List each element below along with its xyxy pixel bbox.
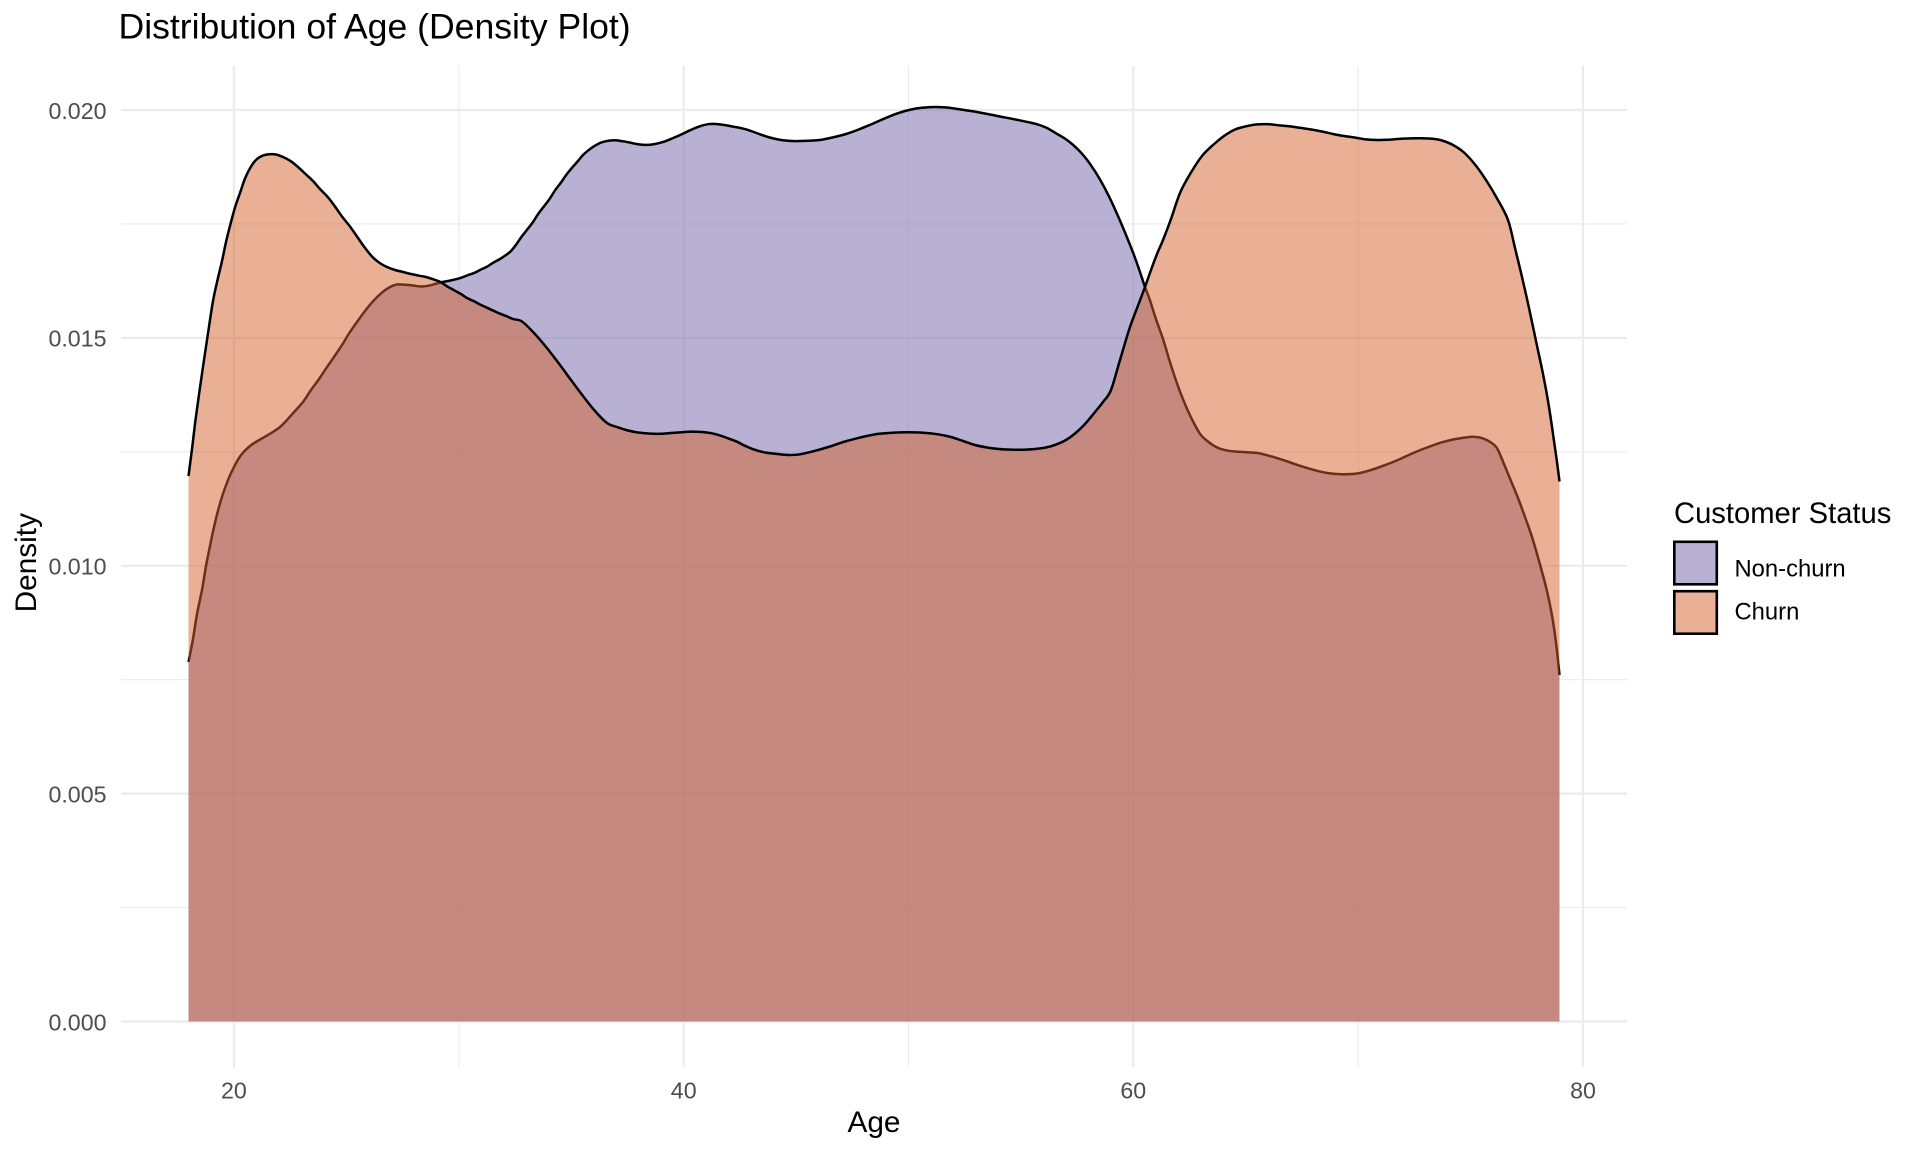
- svg-text:40: 40: [671, 1078, 697, 1104]
- svg-text:Churn: Churn: [1735, 598, 1800, 625]
- svg-text:Age: Age: [847, 1106, 900, 1139]
- svg-text:0.015: 0.015: [48, 326, 106, 352]
- svg-text:20: 20: [221, 1078, 247, 1104]
- svg-text:0.020: 0.020: [48, 98, 106, 124]
- svg-text:0.005: 0.005: [48, 781, 106, 807]
- svg-text:Customer Status: Customer Status: [1674, 498, 1891, 530]
- svg-text:0.000: 0.000: [48, 1009, 106, 1035]
- svg-text:80: 80: [1570, 1078, 1596, 1104]
- svg-text:0.010: 0.010: [48, 554, 106, 580]
- svg-text:60: 60: [1120, 1078, 1146, 1104]
- svg-text:Density: Density: [10, 513, 43, 612]
- svg-text:Distribution of Age (Density P: Distribution of Age (Density Plot): [119, 6, 631, 46]
- svg-text:Non-churn: Non-churn: [1735, 556, 1846, 583]
